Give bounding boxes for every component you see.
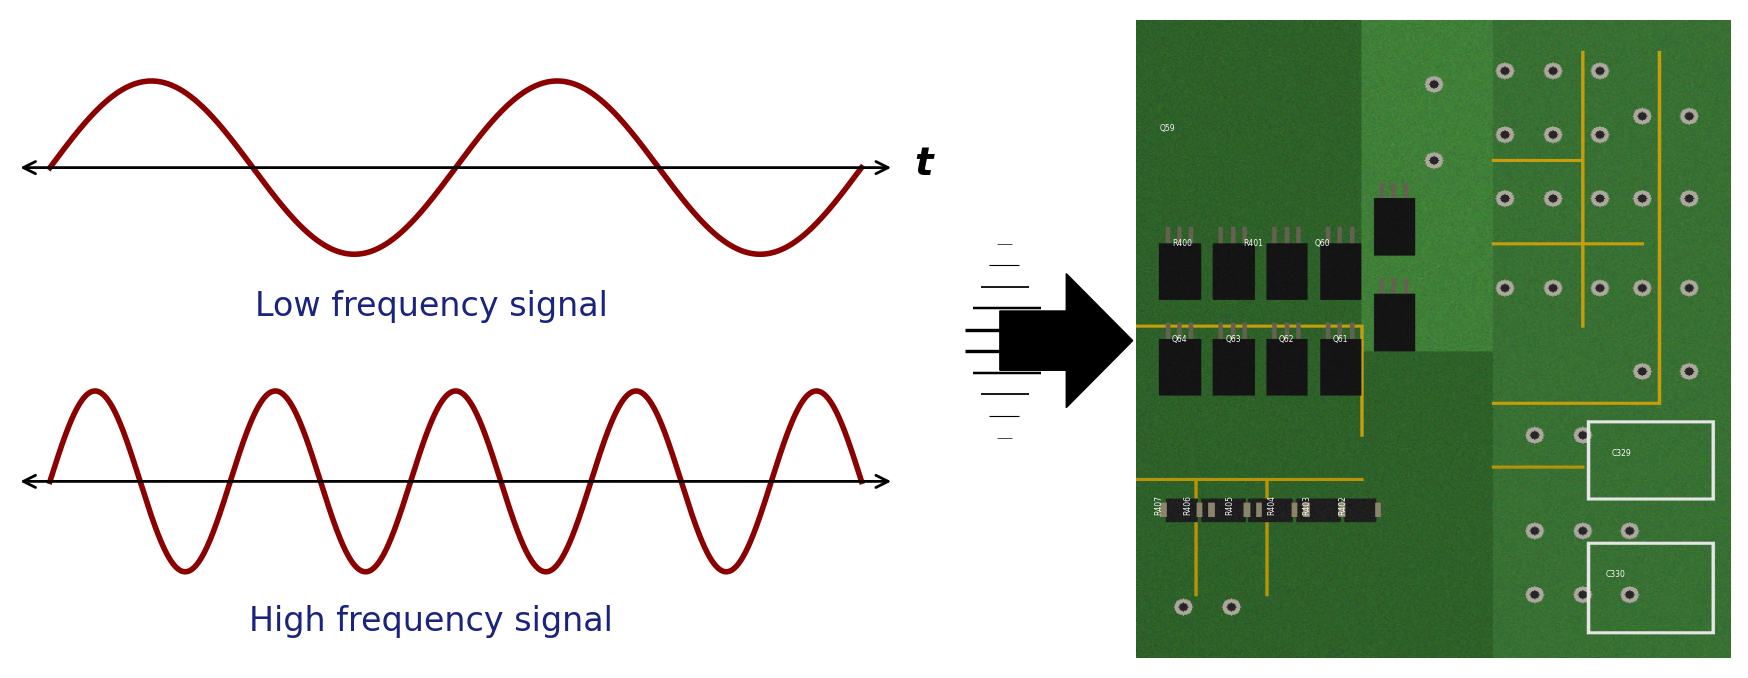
Text: Q62: Q62 bbox=[1280, 334, 1294, 344]
Text: C330: C330 bbox=[1606, 570, 1626, 579]
Text: R404: R404 bbox=[1267, 495, 1276, 515]
Text: Low frequency signal: Low frequency signal bbox=[255, 290, 608, 323]
Text: C329: C329 bbox=[1612, 450, 1631, 458]
Text: R401: R401 bbox=[1243, 239, 1264, 248]
Text: High frequency signal: High frequency signal bbox=[250, 605, 614, 638]
Text: R406: R406 bbox=[1183, 495, 1192, 515]
Text: R400: R400 bbox=[1171, 239, 1192, 248]
Text: R403: R403 bbox=[1302, 495, 1311, 515]
Polygon shape bbox=[1000, 274, 1133, 407]
Text: Q63: Q63 bbox=[1225, 334, 1241, 344]
Text: Q61: Q61 bbox=[1332, 334, 1348, 344]
Text: t: t bbox=[914, 145, 933, 183]
Text: Q60: Q60 bbox=[1314, 239, 1330, 248]
Text: R405: R405 bbox=[1225, 495, 1234, 515]
Text: Q59: Q59 bbox=[1161, 124, 1176, 133]
Text: R407: R407 bbox=[1154, 495, 1162, 515]
Text: R402: R402 bbox=[1339, 495, 1348, 515]
Text: Q64: Q64 bbox=[1171, 334, 1187, 344]
